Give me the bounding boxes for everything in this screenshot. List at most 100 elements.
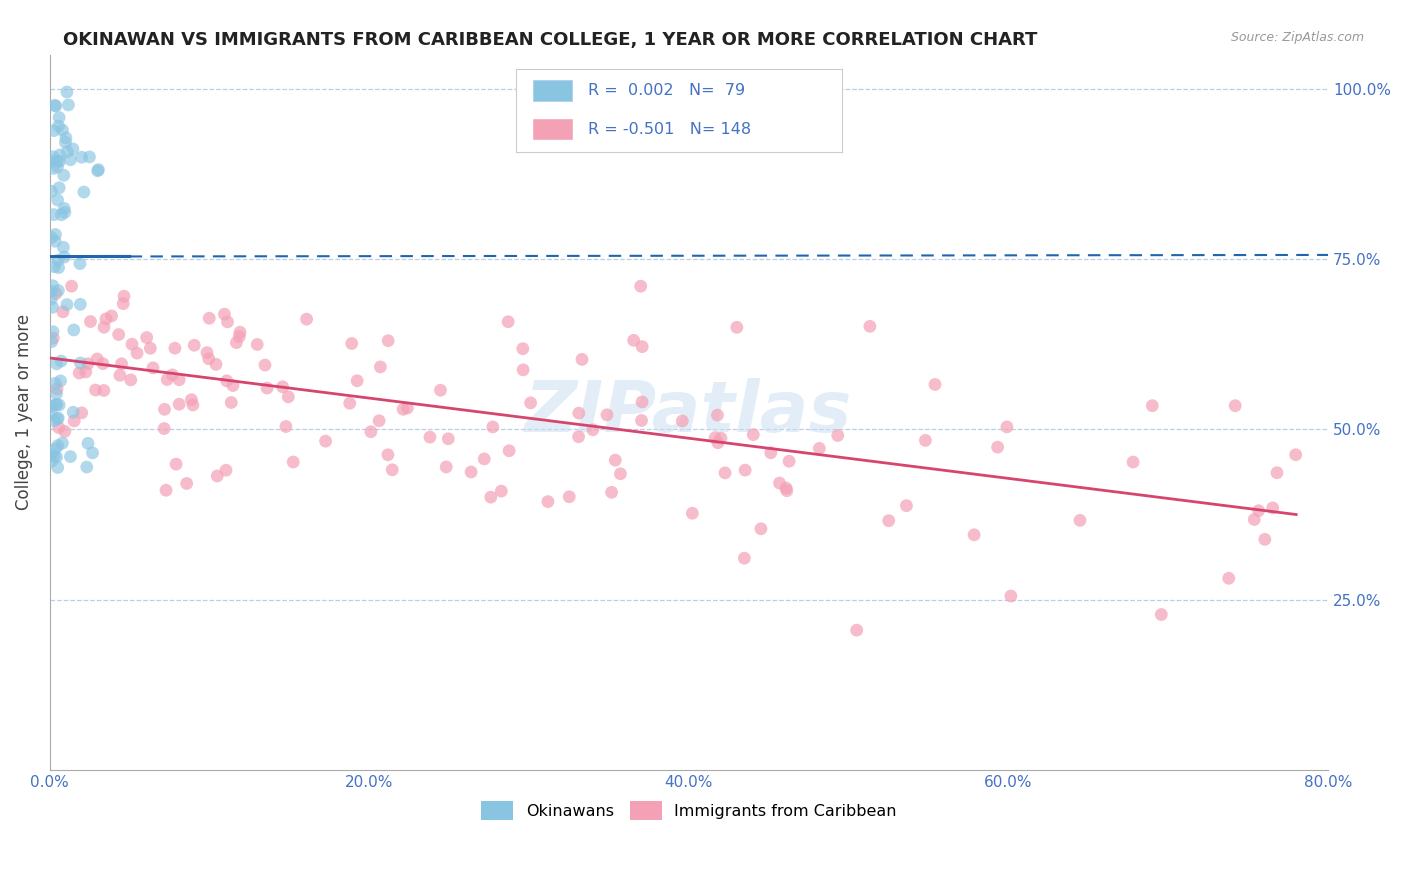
- Point: [759, 446, 782, 460]
- Point: [229, 325, 252, 339]
- Point: [62, 323, 84, 337]
- Point: [195, 345, 218, 359]
- Point: [79, 150, 101, 164]
- Point: [346, 374, 368, 388]
- Point: [79, 314, 101, 328]
- Point: [42, 331, 65, 345]
- Point: [710, 431, 733, 445]
- Point: [42, 325, 65, 339]
- Point: [51, 436, 73, 450]
- Point: [271, 380, 294, 394]
- Point: [571, 352, 593, 367]
- Point: [491, 484, 513, 499]
- Point: [582, 423, 605, 437]
- Point: [44, 450, 66, 464]
- Point: [75, 365, 97, 379]
- Point: [70, 406, 93, 420]
- Point: [108, 368, 131, 383]
- Point: [53, 250, 76, 264]
- Point: [45, 386, 67, 401]
- Point: [315, 434, 337, 449]
- Point: [93, 384, 115, 398]
- Point: [392, 402, 415, 417]
- Point: [93, 320, 115, 334]
- Point: [180, 392, 202, 407]
- Point: [76, 460, 98, 475]
- Point: [1122, 455, 1144, 469]
- Point: [1254, 533, 1277, 547]
- Point: [42, 123, 65, 137]
- Point: [704, 431, 727, 445]
- Point: [62, 405, 84, 419]
- Point: [44, 260, 66, 274]
- Point: [45, 442, 67, 456]
- Point: [707, 435, 730, 450]
- Point: [56, 145, 79, 159]
- Point: [39, 406, 62, 420]
- Point: [48, 398, 70, 412]
- Point: [46, 154, 69, 169]
- Point: [498, 443, 520, 458]
- Point: [725, 320, 748, 334]
- Point: [1069, 513, 1091, 527]
- Point: [163, 341, 186, 355]
- Point: [94, 312, 117, 326]
- Point: [778, 454, 800, 468]
- Point: [749, 522, 772, 536]
- Point: [630, 279, 652, 293]
- Point: [623, 334, 645, 348]
- Point: [100, 309, 122, 323]
- Point: [274, 419, 297, 434]
- Point: [49, 374, 72, 388]
- Point: [52, 168, 75, 182]
- Point: [46, 439, 69, 453]
- Text: OKINAWAN VS IMMIGRANTS FROM CARIBBEAN COLLEGE, 1 YEAR OR MORE CORRELATION CHART: OKINAWAN VS IMMIGRANTS FROM CARIBBEAN CO…: [63, 31, 1038, 49]
- Point: [368, 414, 391, 428]
- Point: [283, 455, 305, 469]
- Point: [48, 181, 70, 195]
- Point: [59, 450, 82, 464]
- Point: [70, 150, 93, 164]
- Point: [671, 414, 693, 428]
- Point: [53, 202, 76, 216]
- Point: [481, 420, 503, 434]
- Point: [631, 395, 654, 409]
- Point: [631, 340, 654, 354]
- Point: [107, 327, 129, 342]
- Point: [519, 396, 541, 410]
- Point: [153, 421, 176, 435]
- Y-axis label: College, 1 year or more: College, 1 year or more: [15, 314, 32, 510]
- Point: [381, 463, 404, 477]
- Point: [198, 311, 221, 326]
- Point: [808, 442, 831, 456]
- Point: [165, 457, 187, 471]
- Point: [253, 358, 276, 372]
- Point: [924, 377, 946, 392]
- Point: [44, 98, 66, 112]
- Point: [460, 465, 482, 479]
- Point: [596, 408, 619, 422]
- Point: [568, 406, 591, 420]
- Point: [153, 402, 176, 417]
- Point: [45, 450, 67, 465]
- Text: Source: ZipAtlas.com: Source: ZipAtlas.com: [1230, 31, 1364, 45]
- Point: [46, 411, 69, 425]
- Point: [605, 453, 627, 467]
- Point: [139, 341, 162, 355]
- Point: [125, 346, 148, 360]
- Point: [681, 506, 703, 520]
- Point: [1150, 607, 1173, 622]
- Point: [225, 335, 247, 350]
- Point: [512, 342, 534, 356]
- Point: [41, 454, 63, 468]
- Point: [434, 459, 457, 474]
- Point: [45, 286, 67, 301]
- Text: ZIPatlas: ZIPatlas: [526, 378, 852, 447]
- Point: [42, 150, 65, 164]
- Legend: Okinawans, Immigrants from Caribbean: Okinawans, Immigrants from Caribbean: [475, 795, 903, 826]
- Point: [396, 401, 419, 415]
- Point: [377, 448, 399, 462]
- Point: [1000, 589, 1022, 603]
- Point: [76, 357, 98, 371]
- Point: [39, 292, 62, 306]
